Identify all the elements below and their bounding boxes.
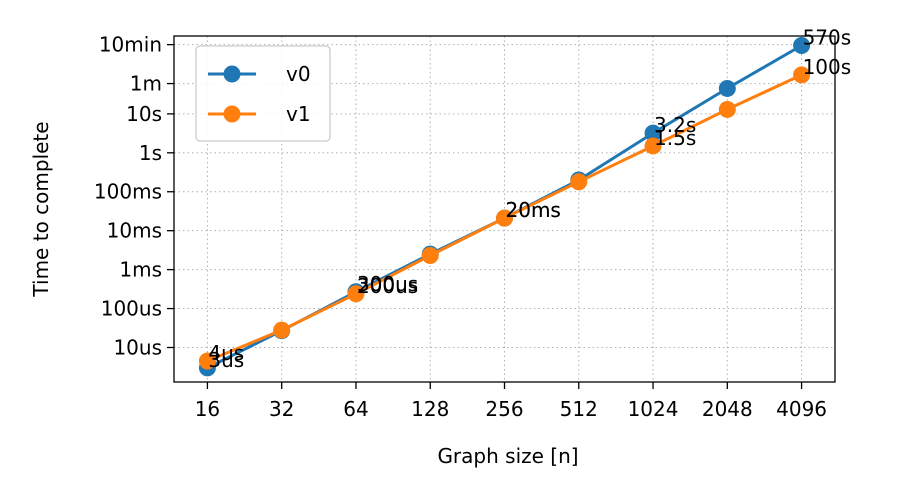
legend-box — [195, 45, 331, 142]
data-point-v1 — [198, 352, 216, 370]
x-tick-label: 4096 — [776, 397, 827, 421]
data-label-v0: 570s — [803, 26, 852, 50]
data-point-v0 — [793, 37, 811, 55]
data-label-v1: 4us — [208, 341, 244, 365]
y-tick-label: 1ms — [119, 258, 162, 282]
legend-marker-v1 — [223, 105, 241, 123]
y-tick-label: 10s — [126, 102, 162, 126]
data-point-v1 — [421, 247, 439, 265]
data-label-v1: 1.5s — [654, 126, 696, 150]
data-point-v0 — [718, 79, 736, 97]
x-tick-label: 512 — [560, 397, 598, 421]
data-point-v1 — [496, 209, 513, 227]
y-axis-ticks: 10us 100us 1ms 10ms 100ms 1s 10s 1m 10min — [94, 33, 174, 359]
x-tick-label: 2048 — [702, 397, 753, 421]
data-point-v1 — [644, 137, 662, 155]
legend-label-v1: v1 — [286, 102, 311, 126]
legend: v0 v1 — [195, 45, 331, 142]
data-label-v1: 100s — [803, 55, 852, 79]
data-label-v0: 20ms — [506, 198, 561, 222]
legend-label-v0: v0 — [286, 62, 311, 86]
y-tick-label: 100ms — [94, 180, 162, 204]
legend-marker-v0 — [223, 65, 241, 83]
plot-series — [198, 37, 811, 377]
data-point-v1 — [570, 173, 588, 191]
y-tick-label: 10min — [99, 33, 162, 57]
data-label-v0: 3us — [208, 348, 244, 372]
y-tick-label: 1m — [130, 72, 162, 96]
data-point-v1 — [347, 285, 365, 303]
y-tick-label: 10us — [113, 335, 162, 359]
data-label-v0: 3.2s — [654, 113, 696, 137]
x-tick-label: 32 — [269, 397, 294, 421]
x-axis-ticks: 16 32 64 128 256 512 1024 2048 4096 — [195, 382, 827, 421]
y-tick-label: 100us — [101, 297, 162, 321]
x-tick-label: 16 — [195, 397, 220, 421]
y-axis-title: Time to complete — [29, 121, 53, 297]
x-tick-label: 64 — [343, 397, 368, 421]
x-axis-title: Graph size [n] — [437, 444, 578, 468]
data-point-v0 — [644, 124, 662, 142]
data-point-v1 — [793, 66, 811, 84]
data-point-v1 — [718, 100, 736, 118]
data-label-v1: 200us — [357, 274, 418, 298]
y-tick-label: 10ms — [107, 219, 162, 243]
data-label-v0: 300us — [357, 272, 418, 296]
y-tick-label: 1s — [139, 141, 162, 165]
data-point-v1 — [273, 321, 291, 339]
data-label-v1: 20ms — [506, 198, 561, 222]
x-tick-label: 1024 — [628, 397, 679, 421]
x-tick-label: 128 — [411, 397, 449, 421]
x-tick-label: 256 — [485, 397, 523, 421]
